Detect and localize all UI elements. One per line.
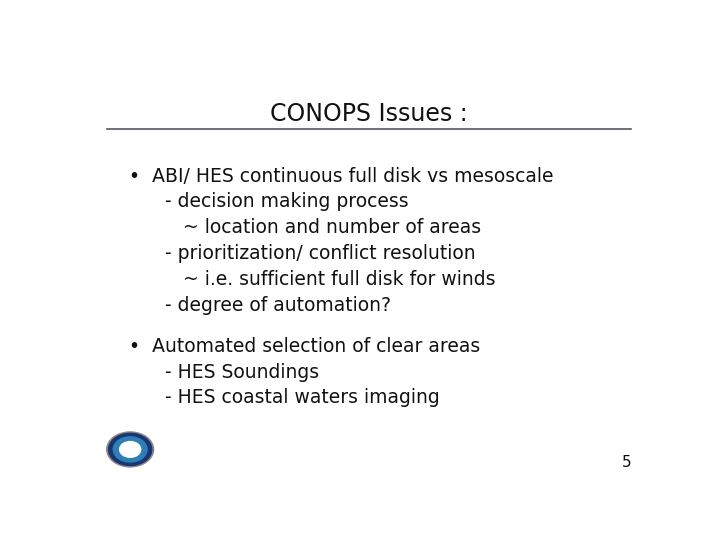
Text: NOAA: NOAA [120,444,140,449]
Circle shape [120,442,140,457]
Text: •  Automated selection of clear areas: • Automated selection of clear areas [129,337,480,356]
Text: - prioritization/ conflict resolution: - prioritization/ conflict resolution [129,244,476,263]
Circle shape [113,437,147,462]
Text: CONOPS Issues :: CONOPS Issues : [270,102,468,126]
Text: •  ABI/ HES continuous full disk vs mesoscale: • ABI/ HES continuous full disk vs mesos… [129,167,554,186]
Text: - HES coastal waters imaging: - HES coastal waters imaging [129,388,440,407]
Text: - degree of automation?: - degree of automation? [129,295,391,315]
Text: 5: 5 [621,455,631,470]
Text: - decision making process: - decision making process [129,192,409,212]
Text: ~ i.e. sufficient full disk for winds: ~ i.e. sufficient full disk for winds [129,270,495,289]
Text: ~ location and number of areas: ~ location and number of areas [129,218,481,237]
Circle shape [109,433,152,465]
Text: - HES Soundings: - HES Soundings [129,362,319,382]
Circle shape [107,432,153,467]
